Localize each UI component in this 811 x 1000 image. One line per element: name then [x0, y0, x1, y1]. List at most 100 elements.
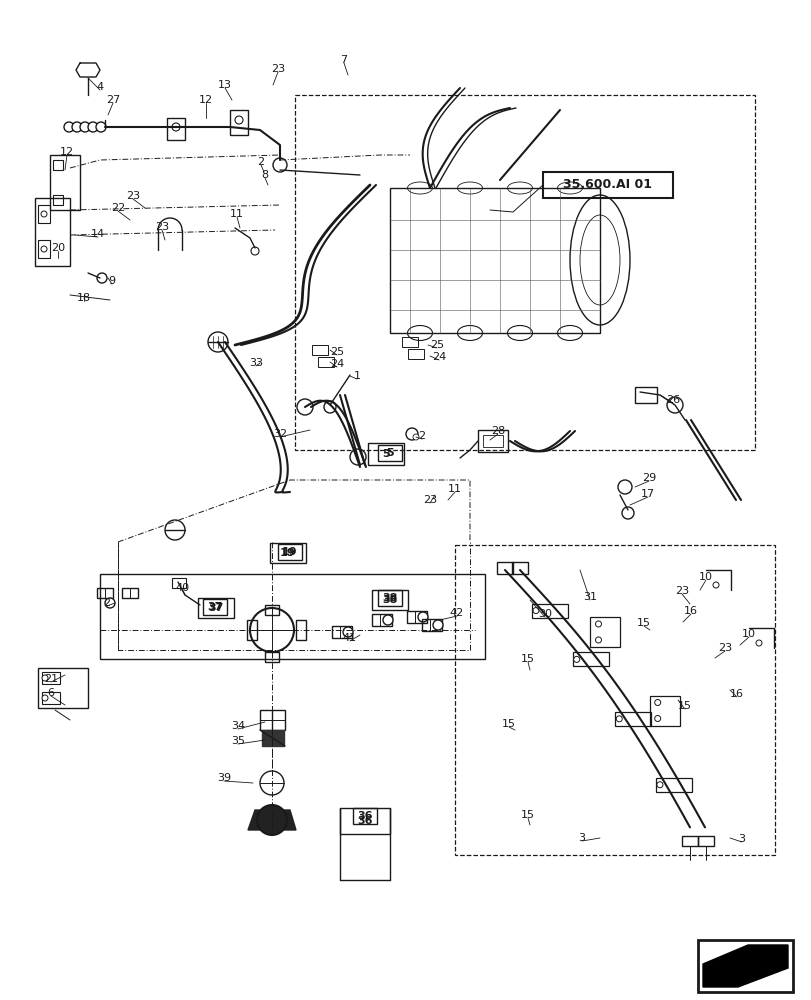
Bar: [512, 562, 527, 574]
Circle shape: [532, 608, 539, 614]
Bar: [198, 598, 234, 618]
Circle shape: [172, 123, 180, 131]
Circle shape: [656, 782, 662, 788]
Circle shape: [64, 122, 74, 132]
Text: 33: 33: [249, 358, 263, 368]
Bar: [264, 652, 279, 662]
Circle shape: [165, 520, 185, 540]
Text: 38: 38: [382, 593, 397, 603]
Circle shape: [324, 401, 336, 413]
Text: 24: 24: [431, 352, 445, 362]
Bar: [38, 668, 88, 708]
Bar: [38, 240, 50, 258]
Bar: [264, 605, 279, 615]
Bar: [42, 672, 60, 684]
Bar: [371, 590, 407, 610]
Circle shape: [573, 656, 579, 662]
Bar: [697, 940, 792, 992]
Text: 23: 23: [155, 222, 169, 232]
Circle shape: [413, 434, 418, 440]
Text: 2: 2: [418, 431, 425, 441]
Text: 31: 31: [582, 592, 596, 602]
Bar: [681, 836, 697, 846]
Text: 5: 5: [386, 448, 393, 458]
Text: 37: 37: [207, 602, 222, 612]
Polygon shape: [76, 63, 100, 77]
Text: 39: 39: [217, 773, 231, 783]
Polygon shape: [65, 115, 100, 140]
Text: 25: 25: [429, 340, 444, 350]
Circle shape: [712, 582, 718, 588]
Bar: [230, 110, 247, 135]
Bar: [42, 692, 60, 704]
Text: 21: 21: [44, 674, 58, 684]
Bar: [401, 337, 418, 347]
Bar: [296, 620, 306, 640]
Bar: [615, 712, 650, 726]
Text: 19: 19: [280, 548, 295, 558]
Bar: [332, 626, 351, 638]
Bar: [389, 188, 599, 333]
Circle shape: [88, 122, 98, 132]
Bar: [270, 543, 306, 563]
Circle shape: [666, 397, 682, 413]
Bar: [531, 604, 568, 618]
Bar: [454, 545, 774, 855]
Text: 6: 6: [47, 688, 54, 698]
Bar: [371, 614, 392, 626]
Text: 9: 9: [109, 276, 115, 286]
Text: 5: 5: [382, 449, 389, 459]
Text: 36: 36: [357, 811, 372, 821]
Circle shape: [208, 332, 228, 352]
Text: 38: 38: [382, 595, 397, 605]
Circle shape: [654, 700, 660, 706]
Bar: [697, 836, 713, 846]
Circle shape: [234, 116, 242, 124]
Circle shape: [42, 675, 48, 681]
Circle shape: [297, 399, 312, 415]
Circle shape: [272, 158, 286, 172]
Bar: [53, 195, 63, 205]
Text: 18: 18: [77, 293, 91, 303]
Text: 8: 8: [261, 170, 268, 180]
Text: 36: 36: [357, 816, 372, 826]
Bar: [38, 205, 50, 223]
Circle shape: [72, 122, 82, 132]
Polygon shape: [262, 730, 284, 746]
Circle shape: [257, 805, 286, 835]
Circle shape: [432, 620, 443, 630]
Text: 40: 40: [176, 583, 190, 593]
Text: 15: 15: [521, 810, 534, 820]
Text: 19: 19: [282, 547, 298, 557]
Text: 35: 35: [230, 736, 245, 746]
Circle shape: [41, 211, 47, 217]
Bar: [406, 611, 427, 623]
Text: 15: 15: [521, 654, 534, 664]
Text: 10: 10: [741, 629, 755, 639]
Text: 12: 12: [60, 147, 74, 157]
Bar: [294, 95, 754, 450]
Text: 23: 23: [271, 64, 285, 74]
Text: 11: 11: [230, 209, 243, 219]
Text: 20: 20: [51, 243, 65, 253]
Circle shape: [594, 637, 601, 643]
Bar: [100, 574, 484, 659]
Bar: [97, 588, 113, 598]
Bar: [53, 160, 63, 170]
Text: 2: 2: [257, 157, 264, 167]
Bar: [378, 445, 401, 461]
Circle shape: [755, 640, 761, 646]
Bar: [367, 443, 404, 465]
Text: 27: 27: [105, 95, 120, 105]
Bar: [378, 590, 401, 606]
Polygon shape: [702, 945, 787, 987]
Text: 14: 14: [91, 229, 105, 239]
Text: 10: 10: [698, 572, 712, 582]
Text: 37: 37: [208, 603, 223, 613]
Circle shape: [251, 247, 259, 255]
Circle shape: [84, 66, 92, 74]
Bar: [167, 118, 185, 140]
Text: 23: 23: [674, 586, 689, 596]
Bar: [50, 155, 80, 210]
Text: 23: 23: [423, 495, 436, 505]
